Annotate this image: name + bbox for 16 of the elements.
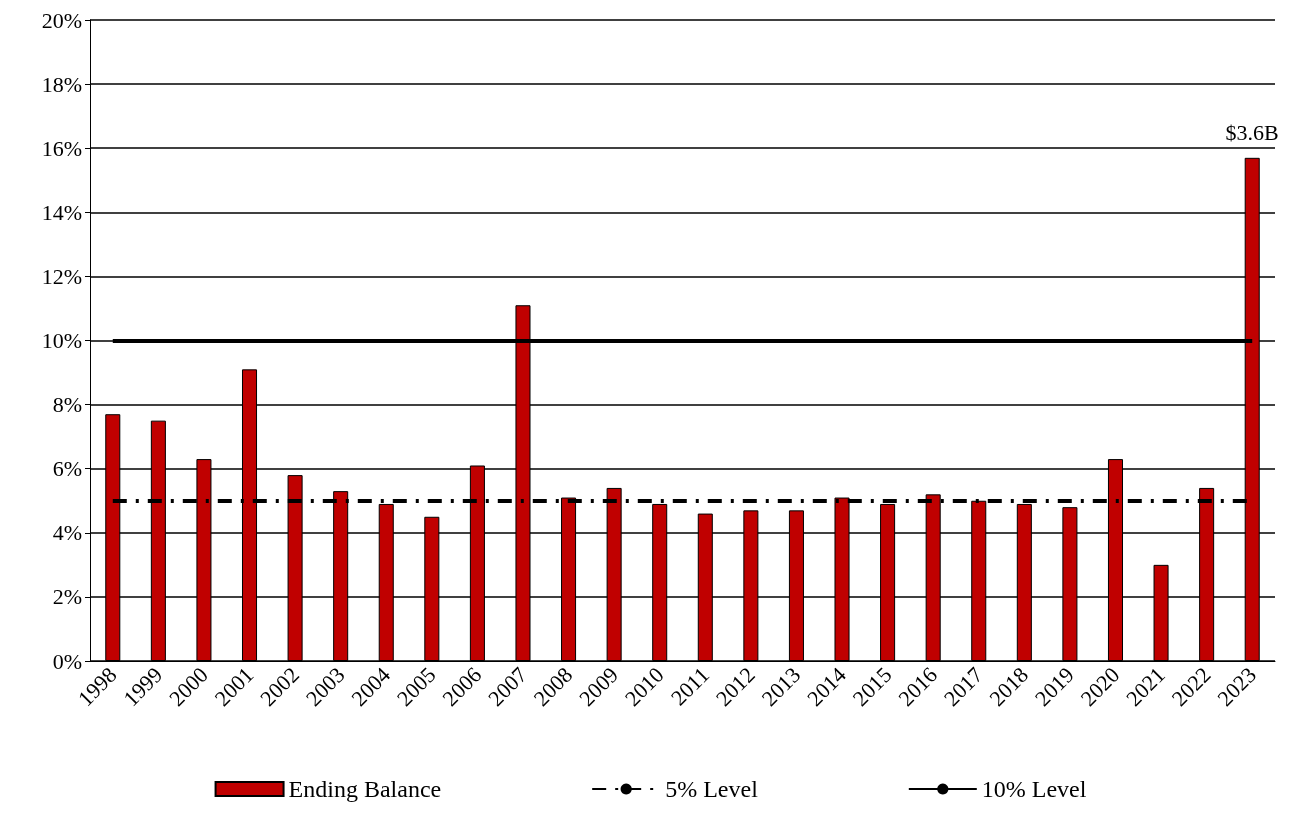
y-tick-label: 14% [41,199,82,225]
y-tick-label: 2% [52,584,82,610]
legend-label: Ending Balance [288,776,442,802]
legend-label: 5% Level [665,776,759,802]
annotation: $3.6B [1225,120,1279,146]
y-tick-label: 6% [52,456,82,482]
y-tick-label: 12% [41,263,82,289]
y-tick-label: 8% [52,392,82,418]
legend-label: 10% Level [981,776,1087,802]
y-tick-label: 0% [52,648,82,674]
y-tick-label: 10% [41,328,82,353]
x-tick-label: 2011 [665,662,715,711]
y-tick-label: 18% [41,71,82,97]
y-tick-label: 20% [41,7,82,33]
y-tick-label: 16% [41,135,82,161]
y-tick-label: 4% [52,520,82,546]
